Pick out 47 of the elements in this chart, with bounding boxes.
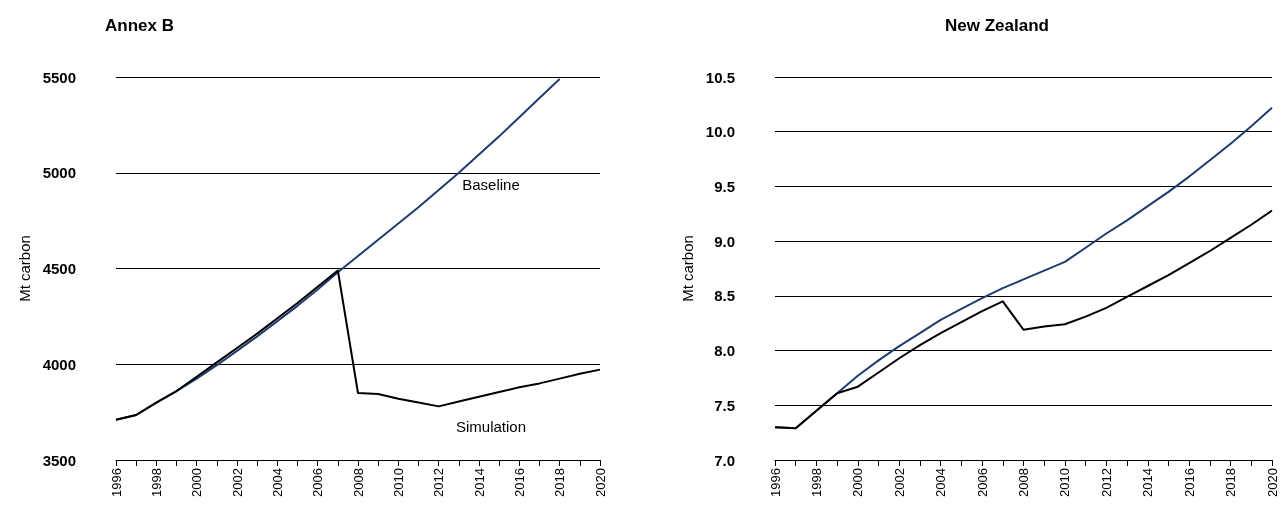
x-tick-label: 2016 xyxy=(1181,468,1197,497)
x-tick-label: 2002 xyxy=(891,468,907,497)
chart-title: Annex B xyxy=(105,16,174,35)
x-tick-label: 2018 xyxy=(1223,468,1239,497)
x-tick-label: 2020 xyxy=(592,468,608,497)
y-tick-label: 4500 xyxy=(42,260,76,277)
x-tick-label: 2010 xyxy=(390,468,406,497)
x-tick-label: 2010 xyxy=(1057,468,1073,497)
y-tick-label: 10.0 xyxy=(705,123,735,141)
x-tick-label: 2008 xyxy=(1016,468,1031,497)
y-tick-label: 7.5 xyxy=(714,396,735,414)
line-series xyxy=(774,209,1273,430)
y-tick-label: 7.0 xyxy=(714,451,735,469)
x-tick-label: 2002 xyxy=(229,468,245,497)
x-tick-label: 2008 xyxy=(350,468,366,497)
x-tick-label: 2006 xyxy=(310,468,326,497)
x-tick-label: 1996 xyxy=(108,468,124,497)
y-axis-title: Mt carbon xyxy=(15,235,33,302)
y-tick-label: 5000 xyxy=(42,164,76,182)
x-tick-label: 2004 xyxy=(933,468,949,497)
y-tick-label: 5500 xyxy=(42,68,76,86)
x-tick-label: 2012 xyxy=(431,468,447,497)
chart-title: New Zealand xyxy=(945,16,1049,35)
line-series xyxy=(115,269,601,421)
series-label: Baseline xyxy=(462,175,520,193)
x-tick-label: 2012 xyxy=(1098,468,1114,497)
y-tick-label: 8.5 xyxy=(714,287,735,305)
y-tick-label: 9.5 xyxy=(714,177,735,195)
y-tick-label: 9.0 xyxy=(714,232,735,250)
y-tick-label: 3500 xyxy=(42,451,76,469)
y-tick-label: 10.5 xyxy=(705,68,735,86)
x-tick-label: 2004 xyxy=(269,468,285,497)
y-tick-label: 4000 xyxy=(42,355,76,373)
y-tick-label: 8.0 xyxy=(714,342,735,360)
x-tick-label: 2000 xyxy=(850,468,866,497)
x-tick-label: 1996 xyxy=(767,468,783,497)
x-tick-label: 2000 xyxy=(189,468,205,497)
x-tick-label: 1998 xyxy=(808,468,824,497)
series-label: Simulation xyxy=(455,417,527,435)
y-axis-title: Mt carbon xyxy=(678,235,696,302)
x-tick-label: 1998 xyxy=(148,468,164,497)
x-tick-label: 2014 xyxy=(1140,468,1156,497)
x-tick-label: 2016 xyxy=(511,468,527,497)
x-tick-label: 2014 xyxy=(471,468,487,497)
x-tick-label: 2018 xyxy=(552,468,568,497)
x-tick-label: 2020 xyxy=(1264,468,1280,497)
x-tick-label: 2006 xyxy=(974,468,990,497)
